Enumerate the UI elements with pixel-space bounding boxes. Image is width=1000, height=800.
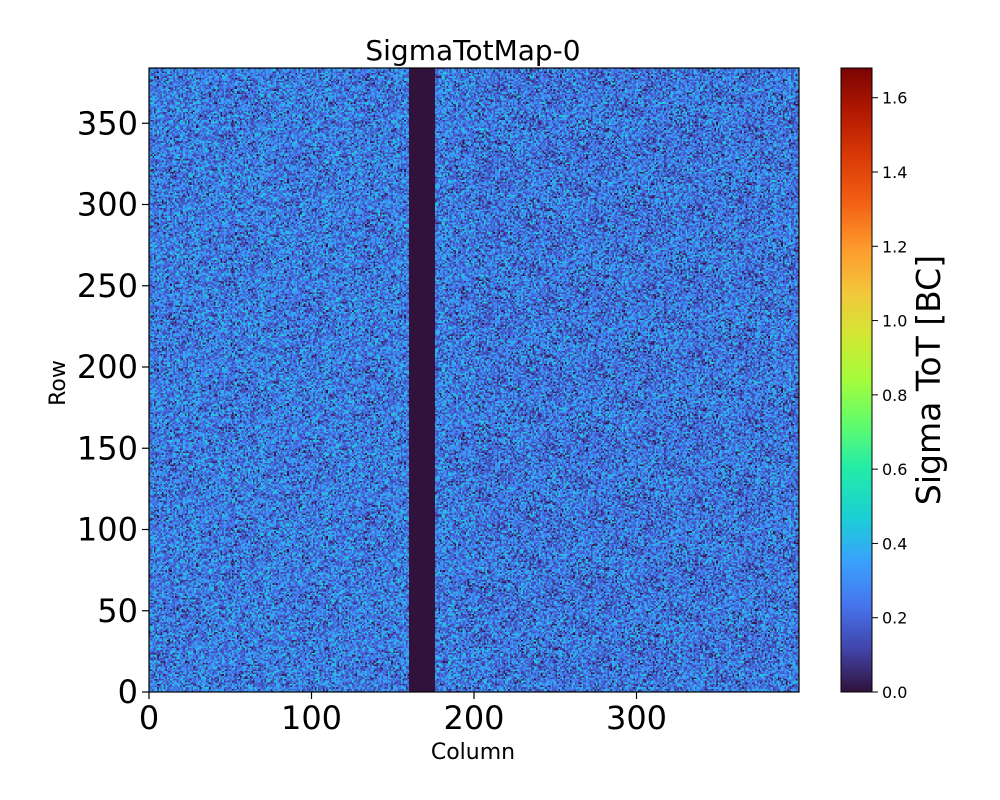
y-tick-label: 300 [77,186,138,224]
x-tick-label: 300 [606,699,667,737]
y-tick-label: 250 [77,267,138,305]
x-tick-label: 200 [443,699,504,737]
y-tick-label: 200 [77,348,138,386]
colorbar-gradient [840,67,873,693]
heatmap-image-container [149,68,799,692]
colorbar-tick-label: 1.4 [882,163,907,182]
chart-title: SigmaTotMap-0 [365,34,580,67]
y-axis: 0 50 100 150 200 250 300 350 [77,104,149,711]
colorbar-tick-label: 0.0 [882,683,907,702]
y-axis-label: Row [46,360,71,406]
colorbar-tick-label: 0.2 [882,609,907,628]
colorbar-tick-label: 0.4 [882,534,907,553]
x-axis-label: Column [431,740,515,765]
colorbar-tick-label: 1.2 [882,237,907,256]
y-tick-label: 0 [118,673,138,711]
colorbar-tick-label: 1.0 [882,312,907,331]
colorbar-tick-label: 1.6 [882,89,907,108]
colorbar-ticks: 0.0 0.2 0.4 0.6 0.8 1.0 1.2 1.4 1.6 [872,89,907,702]
x-tick-label: 100 [281,699,342,737]
x-axis: 0 100 200 300 [139,692,667,737]
heatmap-canvas [149,68,799,692]
colorbar-tick-label: 0.6 [882,460,907,479]
colorbar: 0.0 0.2 0.4 0.6 0.8 1.0 1.2 1.4 1.6 Sigma ToT [B… [840,67,948,702]
y-tick-label: 100 [77,511,138,549]
y-tick-label: 50 [97,592,138,630]
y-tick-label: 150 [77,429,138,467]
colorbar-tick-label: 0.8 [882,386,907,405]
colorbar-label: Sigma ToT [BC] [909,255,948,505]
plot-area [148,67,800,693]
y-tick-label: 350 [77,104,138,142]
x-tick-label: 0 [139,699,159,737]
